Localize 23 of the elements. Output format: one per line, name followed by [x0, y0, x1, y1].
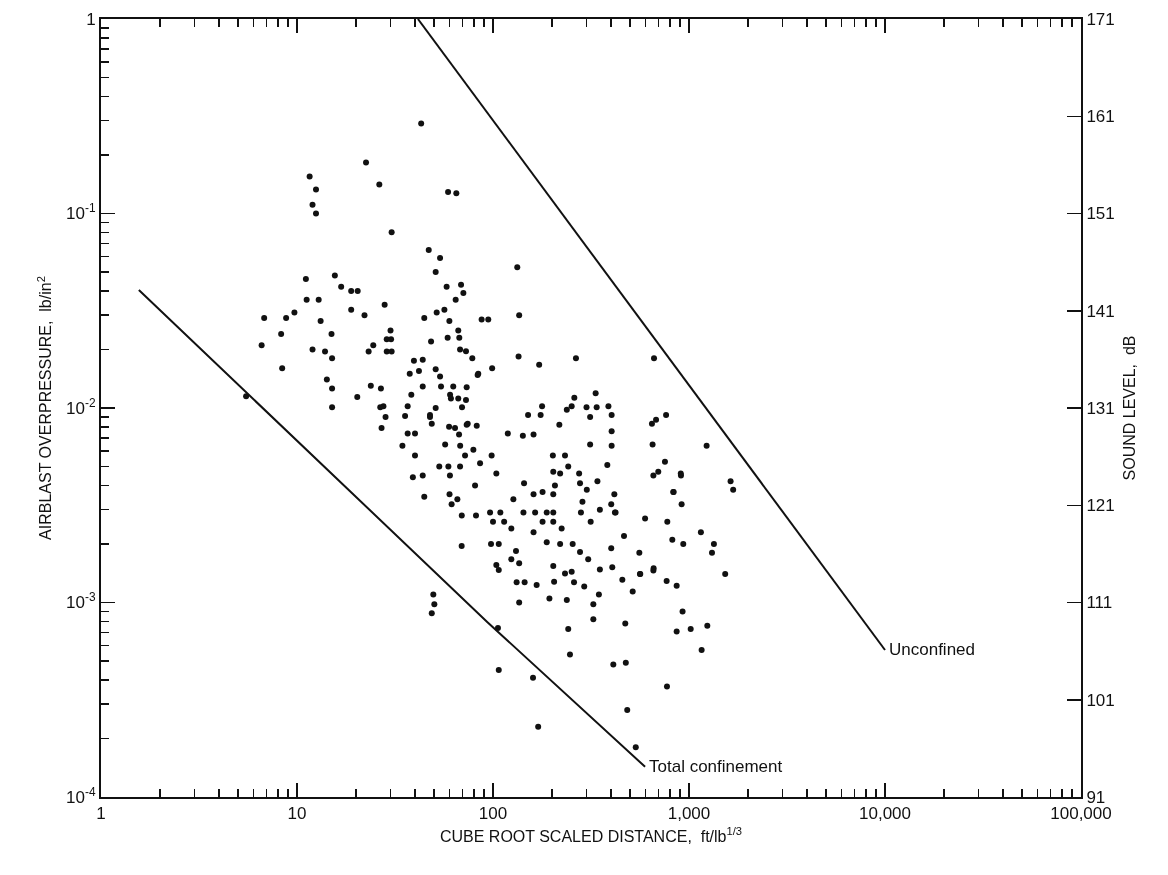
- y-tick-label: 1: [86, 9, 96, 29]
- y2-tick-label: 101: [1086, 690, 1115, 710]
- y-tick-label: 10$^{-1}$: [66, 201, 96, 224]
- x-tick-label: 100,000: [1050, 804, 1112, 824]
- y2-tick-label: 91: [1086, 787, 1106, 807]
- x-tick-label: 100: [478, 804, 508, 824]
- y-tick-label: 10$^{-4}$: [66, 784, 96, 807]
- x-tick-label: 10: [287, 804, 307, 824]
- y-tick-label: 10$^{-2}$: [66, 395, 96, 418]
- y2-tick-label: 131: [1086, 398, 1115, 418]
- y-tick-label: 10$^{-3}$: [66, 590, 96, 613]
- y2-tick-label: 161: [1086, 107, 1115, 127]
- y2-tick-label: 111: [1086, 593, 1113, 613]
- y2-tick-label: 171: [1086, 9, 1115, 29]
- y2-axis-title: SOUND LEVEL, dB: [1120, 335, 1138, 481]
- annotation: Total confinement: [649, 757, 783, 776]
- x-tick-label: 1,000: [667, 804, 711, 824]
- annotation: Unconfined: [889, 640, 976, 659]
- y2-tick-label: 121: [1086, 496, 1115, 516]
- x-axis-title: CUBE ROOT SCALED DISTANCE, ft/lb$^{1/3}$: [439, 824, 743, 845]
- y2-tick-label: 141: [1086, 301, 1115, 321]
- y2-tick-label: 151: [1086, 204, 1115, 224]
- x-tick-label: 10,000: [859, 804, 911, 824]
